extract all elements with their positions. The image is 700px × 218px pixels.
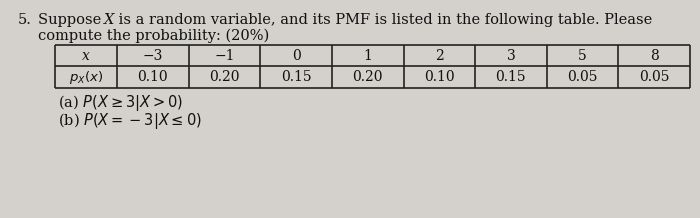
Text: X: X	[104, 13, 114, 27]
Text: 0.10: 0.10	[137, 70, 168, 84]
Text: Suppose: Suppose	[38, 13, 106, 27]
Text: 2: 2	[435, 49, 444, 63]
Text: 0.05: 0.05	[639, 70, 669, 84]
Text: −3: −3	[143, 49, 163, 63]
Text: compute the probability: (20%): compute the probability: (20%)	[38, 29, 270, 43]
Text: (b) $P(X = -3|X \leq 0)$: (b) $P(X = -3|X \leq 0)$	[58, 111, 202, 131]
Text: 0.05: 0.05	[567, 70, 598, 84]
Text: 0: 0	[292, 49, 300, 63]
Text: 0.15: 0.15	[496, 70, 526, 84]
Text: 0.20: 0.20	[352, 70, 383, 84]
Text: 0.10: 0.10	[424, 70, 454, 84]
Text: 3: 3	[507, 49, 515, 63]
Text: −1: −1	[214, 49, 234, 63]
Text: 8: 8	[650, 49, 659, 63]
Text: is a random variable, and its PMF is listed in the following table. Please: is a random variable, and its PMF is lis…	[114, 13, 652, 27]
Text: 0.20: 0.20	[209, 70, 239, 84]
Text: 5: 5	[578, 49, 587, 63]
Text: $p_X(x)$: $p_X(x)$	[69, 69, 103, 86]
Text: x: x	[82, 49, 90, 63]
Text: (a) $P(X \geq 3|X > 0)$: (a) $P(X \geq 3|X > 0)$	[58, 93, 183, 113]
Text: 0.15: 0.15	[281, 70, 312, 84]
Text: 5.: 5.	[18, 13, 32, 27]
Text: 1: 1	[363, 49, 372, 63]
